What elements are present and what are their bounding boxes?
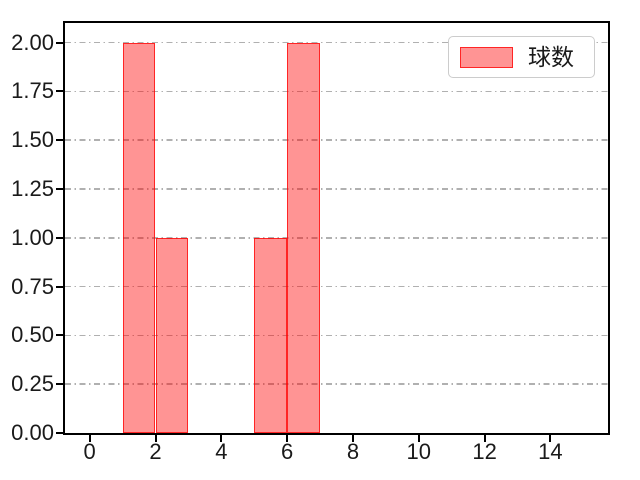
y-tick <box>56 139 63 142</box>
gridline-y-0.25 <box>65 383 608 385</box>
x-tick-label: 12 <box>472 439 497 464</box>
y-tick-label: 0.00 <box>11 420 54 445</box>
x-tick <box>483 435 486 442</box>
y-tick-label: 2.00 <box>11 29 54 55</box>
y-tick <box>56 285 63 288</box>
x-tick-label: 6 <box>281 439 294 464</box>
x-tick <box>220 435 223 442</box>
legend: 球数 <box>448 36 595 78</box>
gridline-y-1.25 <box>65 188 608 190</box>
y-tick-label: 1.75 <box>11 78 54 104</box>
x-tick <box>417 435 420 442</box>
x-tick <box>88 435 91 442</box>
histogram-bar <box>287 42 321 433</box>
x-tick-label: 2 <box>149 439 162 464</box>
histogram-bar <box>155 237 189 433</box>
y-tick <box>56 432 63 434</box>
y-tick-label: 1.50 <box>11 127 54 153</box>
x-tick <box>549 435 552 442</box>
x-tick-label: 4 <box>215 439 228 464</box>
y-tick-label: 1.25 <box>11 175 54 201</box>
axes-frame <box>63 21 610 435</box>
gridline-y-1.00 <box>65 237 608 239</box>
legend-label: 球数 <box>528 44 574 70</box>
y-tick <box>56 236 63 239</box>
gridline-y-1.50 <box>65 139 608 141</box>
y-tick <box>56 383 63 386</box>
histogram-bar <box>122 42 156 433</box>
x-tick-label: 8 <box>346 439 360 464</box>
x-tick-label: 0 <box>83 439 96 464</box>
gridline-y-1.75 <box>65 90 608 93</box>
x-tick <box>154 435 157 442</box>
gridline-y-0.50 <box>65 334 608 337</box>
y-tick-label: 0.75 <box>11 273 54 299</box>
x-tick-label: 14 <box>538 439 563 464</box>
x-tick <box>286 435 289 442</box>
y-tick <box>56 90 63 93</box>
y-tick-label: 1.00 <box>11 224 54 250</box>
y-tick <box>56 41 63 44</box>
y-tick-label: 0.50 <box>11 322 54 348</box>
x-tick <box>351 435 354 442</box>
x-tick-label: 10 <box>406 439 431 464</box>
y-tick <box>56 187 63 190</box>
histogram-bar <box>254 237 288 433</box>
y-tick-label: 0.25 <box>11 371 54 397</box>
plot-area <box>65 23 608 433</box>
y-tick <box>56 334 63 337</box>
gridline-y-2.00 <box>65 41 608 44</box>
legend-color-swatch <box>460 47 513 68</box>
gridline-y-0.75 <box>65 285 608 288</box>
